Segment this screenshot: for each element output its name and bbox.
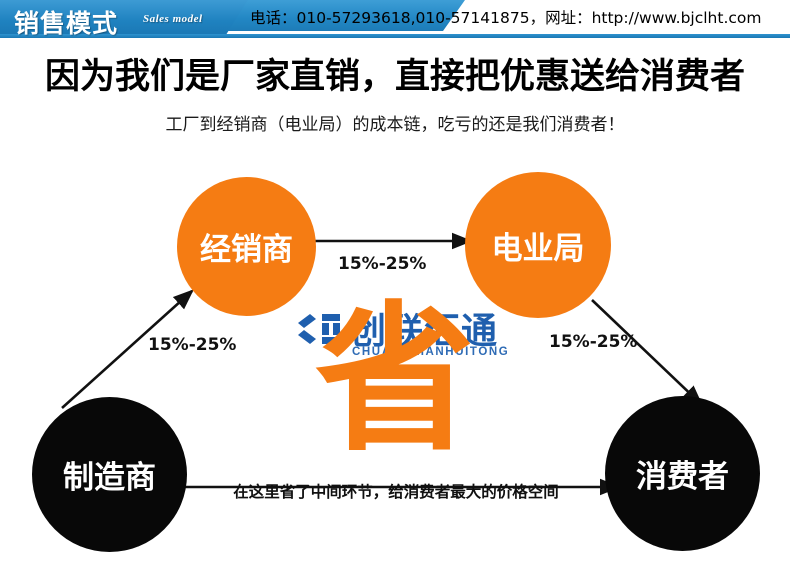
edge-label-dealer-to-bureau: 15%-25% <box>338 254 427 274</box>
header-banner-tail-shape <box>215 0 465 31</box>
edge-label-maker-to-dealer: 15%-25% <box>148 335 237 355</box>
header-banner-main-shape <box>0 0 248 38</box>
diagram-node-manufacturer[interactable]: 制造商 <box>32 397 187 552</box>
sales-chain-diagram: 经销商 电业局 制造商 消费者 15%-25% 15%-25% 15%-25% … <box>0 150 790 564</box>
edge-label-bureau-to-consumer: 15%-25% <box>549 332 638 352</box>
diagram-node-manufacturer-label: 制造商 <box>63 460 156 496</box>
header-contact-info: 电话：010-57293618,010-57141875，网址：http://w… <box>250 9 762 27</box>
diagram-connectors <box>61 232 703 496</box>
page-headline: 因为我们是厂家直销，直接把优惠送给消费者 <box>44 57 745 97</box>
header-underline-gap <box>0 38 790 40</box>
header-underline <box>0 34 790 38</box>
diagram-node-dealer-label: 经销商 <box>200 232 293 268</box>
diagram-node-consumer[interactable]: 消费者 <box>605 396 760 551</box>
diagram-node-power-bureau[interactable]: 电业局 <box>465 172 611 318</box>
header-title-en: Sales model <box>143 13 203 25</box>
header-title-cn: 销售模式 <box>14 9 119 38</box>
diagram-node-power-bureau-label: 电业局 <box>491 230 585 267</box>
diagram-bottom-note: 在这里省了中间环节，给消费者最大的价格空间 <box>233 483 559 501</box>
header-banner: 销售模式 Sales model 电话：010-57293618,010-571… <box>0 0 790 40</box>
arrow-bureau-to-consumer <box>591 299 703 406</box>
arrow-maker-to-dealer <box>61 289 194 409</box>
diagram-node-consumer-label: 消费者 <box>636 459 729 495</box>
page-subheadline: 工厂到经销商（电业局）的成本链，吃亏的还是我们消费者！ <box>165 115 625 135</box>
diagram-node-dealer[interactable]: 经销商 <box>177 177 316 316</box>
